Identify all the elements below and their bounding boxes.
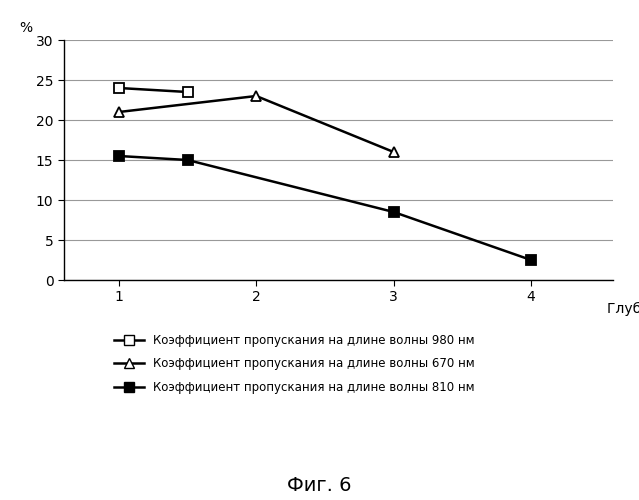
Text: Глубина, мм: Глубина, мм — [606, 302, 639, 316]
Text: Фиг. 6: Фиг. 6 — [288, 476, 351, 495]
Legend: Коэффициент пропускания на длине волны 980 нм, Коэффициент пропускания на длине : Коэффициент пропускания на длине волны 9… — [110, 329, 480, 399]
Y-axis label: %: % — [19, 21, 32, 35]
